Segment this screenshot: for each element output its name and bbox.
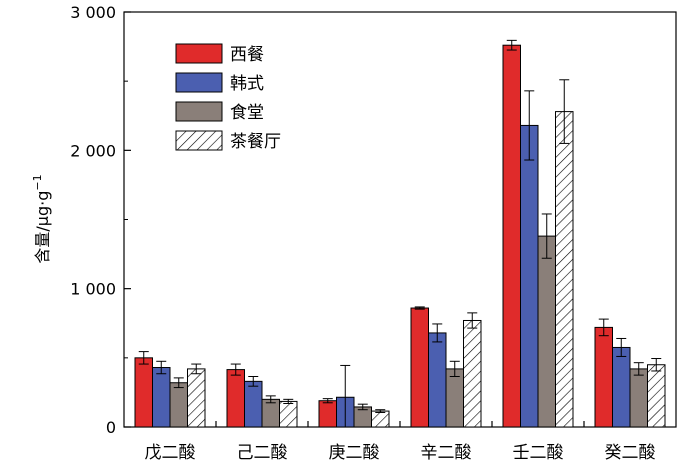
y-tick-label: 1 000	[70, 280, 116, 299]
x-axis: 戊二酸 己二酸 庚二酸 辛二酸 壬二酸 癸二酸	[145, 421, 656, 463]
bar	[445, 368, 464, 428]
bar	[594, 326, 613, 428]
legend-swatch	[175, 101, 223, 122]
bars	[134, 44, 666, 428]
legend-swatch	[175, 72, 223, 93]
x-category-label: 己二酸	[237, 443, 288, 463]
bar	[261, 398, 280, 428]
bar	[410, 307, 429, 428]
bar	[187, 368, 206, 428]
bar	[629, 368, 648, 428]
legend-swatch	[175, 43, 223, 64]
error-bars	[138, 39, 662, 428]
y-tick-label: 0	[106, 418, 116, 437]
bar	[169, 382, 188, 428]
x-category-label: 戊二酸	[145, 443, 196, 463]
y-axis-label-main: 含量/μg·g	[33, 191, 52, 264]
bar	[520, 124, 539, 428]
bar	[647, 364, 666, 428]
bar	[226, 369, 245, 428]
bar	[279, 400, 298, 428]
bar	[371, 410, 390, 428]
legend-label: 食堂	[230, 103, 264, 123]
x-category-label: 辛二酸	[421, 443, 472, 463]
x-category-label: 庚二酸	[329, 443, 380, 463]
bar	[463, 319, 482, 428]
x-category-label: 壬二酸	[513, 443, 564, 463]
bar	[537, 235, 556, 428]
bar	[612, 346, 631, 428]
bar	[152, 367, 171, 428]
y-tick-label: 2 000	[70, 141, 116, 160]
y-axis-label-sup: −1	[31, 174, 44, 190]
legend-label: 西餐	[230, 45, 264, 65]
legend-swatch	[175, 130, 223, 151]
y-axis-label: 含量/μg·g−1	[31, 174, 52, 263]
bar	[428, 332, 447, 428]
bar	[244, 380, 263, 428]
bar	[502, 44, 521, 428]
y-axis: 0 1 000 2 000 3 000	[70, 3, 131, 437]
legend-label: 韩式	[230, 74, 264, 94]
y-tick-label: 3 000	[70, 3, 116, 22]
bar	[318, 400, 337, 428]
bar	[134, 357, 153, 428]
legend-label: 茶餐厅	[230, 132, 281, 152]
x-category-label: 癸二酸	[605, 443, 656, 463]
bar	[555, 111, 574, 428]
